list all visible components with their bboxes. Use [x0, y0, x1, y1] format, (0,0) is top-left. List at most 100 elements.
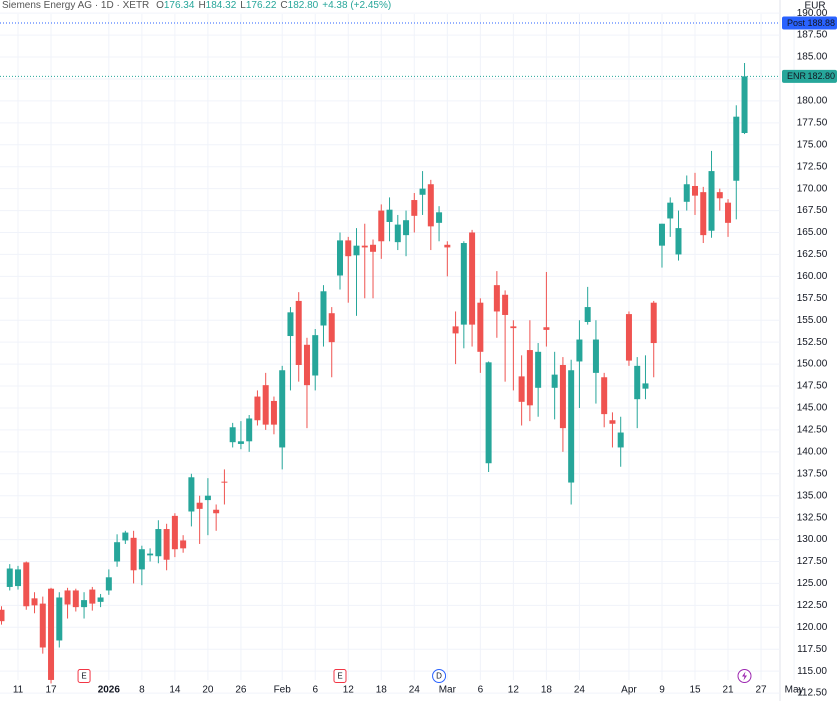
x-tick-label: Mar — [439, 685, 457, 696]
y-tick-label: 162.50 — [797, 249, 828, 260]
x-tick-label: 12 — [508, 685, 520, 696]
candle-body — [559, 364, 566, 429]
candle-body — [295, 300, 302, 365]
candle-body — [89, 589, 96, 604]
candle-body — [279, 370, 286, 448]
candle-body — [601, 377, 608, 415]
y-tick-label: 175.00 — [797, 139, 828, 150]
candle-body — [105, 577, 112, 591]
price-tag-value: 182.80 — [807, 71, 835, 81]
candle-body — [427, 184, 434, 227]
candle-body — [493, 285, 500, 312]
candle-body — [204, 495, 211, 501]
candle-body — [667, 202, 674, 219]
candle-body — [361, 245, 368, 248]
x-tick-label: 24 — [574, 685, 586, 696]
candle-body — [634, 365, 641, 400]
y-tick-label: 172.50 — [797, 161, 828, 172]
x-tick-label: 15 — [689, 685, 701, 696]
candle-body — [122, 532, 129, 541]
symbol: Siemens Energy AG · 1D · XETR — [2, 0, 149, 11]
icon-bolt — [742, 671, 747, 681]
y-tick-label: 112.50 — [797, 688, 827, 699]
candle-body — [155, 529, 162, 557]
candle-body — [64, 590, 71, 605]
ohlc-key: C — [280, 0, 287, 11]
candle-body — [675, 228, 682, 255]
candle-body — [551, 374, 558, 388]
y-tick-label: 167.50 — [797, 205, 828, 216]
candle-body — [692, 185, 699, 196]
candle-body — [180, 540, 187, 549]
y-tick-label: 155.00 — [797, 315, 828, 326]
candle-body — [31, 598, 38, 606]
candle-body — [411, 200, 418, 216]
ohlc-key: O — [156, 0, 164, 11]
ohlc-key: L — [240, 0, 246, 11]
x-tick-label: 18 — [541, 685, 553, 696]
candle-body — [370, 244, 377, 252]
x-tick-label: Apr — [621, 685, 637, 696]
candle-body — [196, 502, 203, 509]
ohlc-value: 176.34 — [164, 0, 195, 11]
candle-body — [625, 314, 632, 361]
y-tick-label: 132.50 — [797, 512, 828, 523]
candle-body — [460, 243, 467, 325]
candle-body — [229, 427, 236, 443]
candle-body — [716, 192, 723, 199]
candle-body — [378, 210, 385, 242]
candle-body — [6, 568, 13, 587]
ohlc-key: H — [198, 0, 205, 11]
y-tick-label: 180.00 — [797, 96, 828, 107]
x-tick-label: 11 — [13, 685, 24, 696]
y-tick-label: 147.50 — [797, 381, 828, 392]
candle-body — [576, 339, 583, 362]
x-tick-label: 6 — [478, 685, 484, 696]
candle-body — [72, 590, 79, 608]
candle-body — [609, 420, 616, 424]
candle-body — [477, 302, 484, 352]
y-tick-label: 142.50 — [797, 425, 828, 436]
overlay: E E D Post 188.88 ENR 182.80 — [0, 16, 837, 683]
candle-body — [147, 553, 154, 556]
x-tick-label: 8 — [139, 685, 145, 696]
candle-body — [535, 351, 542, 388]
y-tick-label: 115.00 — [797, 666, 827, 677]
legend-header: Siemens Energy AG · 1D · XETR O176.34 H18… — [2, 0, 391, 11]
x-tick-label: 14 — [169, 685, 181, 696]
event-label: E — [81, 672, 86, 681]
x-tick-label: 24 — [409, 685, 421, 696]
x-tick-label: May — [785, 685, 804, 696]
candle-body — [23, 562, 30, 607]
candle-body — [741, 76, 748, 134]
event-marker — [432, 669, 447, 683]
candle-body — [394, 224, 401, 243]
candle-body — [683, 184, 690, 202]
candle-body — [56, 597, 63, 641]
price-tag-name: Post — [787, 18, 806, 28]
y-tick-label: 120.00 — [797, 622, 828, 633]
y-tick-label: 145.00 — [797, 403, 828, 414]
candle-body — [188, 477, 195, 512]
ohlc-value: 184.32 — [206, 0, 237, 11]
candle-body — [262, 385, 269, 425]
event-marker — [77, 669, 91, 683]
y-tick-label: 157.50 — [797, 293, 828, 304]
y-tick-label: 127.50 — [797, 556, 828, 567]
candle-body — [543, 327, 550, 330]
candle-body — [254, 396, 261, 421]
candle-body — [237, 441, 244, 444]
candle-body — [328, 313, 335, 343]
x-tick-label: 20 — [202, 685, 214, 696]
ohlc-value: 182.80 — [288, 0, 319, 11]
candle-body — [419, 188, 426, 195]
candle-body — [114, 542, 121, 562]
candle-body — [163, 529, 170, 560]
ohlc-value: 176.22 — [246, 0, 277, 11]
y-tick-label: 140.00 — [797, 446, 828, 457]
candle-body — [725, 202, 732, 223]
candle-body — [469, 232, 476, 325]
x-tick-label: 21 — [722, 685, 734, 696]
